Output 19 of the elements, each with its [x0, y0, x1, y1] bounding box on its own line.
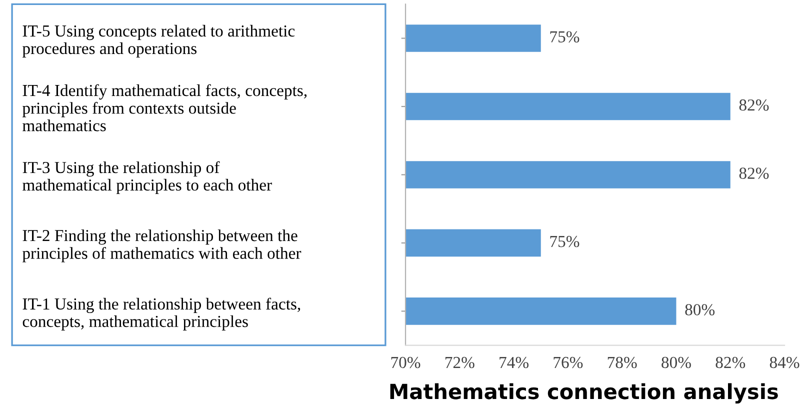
data-label: 82% — [739, 168, 769, 179]
text: Mathematics connection analysis — [390, 383, 778, 404]
x-tick-label: 76% — [554, 356, 583, 368]
y-tick-label: IT-3 Using the relationship of mathematical principles to each other — [22, 161, 272, 194]
y-tick-label: IT-4 Identify mathematical facts, concepts, principles from contexts outside mathematics — [22, 84, 307, 132]
data-label: 75% — [550, 31, 580, 42]
x-tick-label: 78% — [608, 356, 637, 368]
y-tick-label: IT-2 Finding the relationship between the principles of mathematics with each other — [22, 229, 302, 262]
x-tick-label: 82% — [716, 356, 746, 368]
y-tick-label: IT-5 Using concepts related to arithmetic procedures and operations — [22, 24, 295, 58]
x-tick-label: 74% — [500, 356, 529, 368]
x-tick-label: 84% — [770, 356, 800, 368]
data-label: 75% — [550, 236, 580, 248]
x-tick-label: 80% — [662, 356, 691, 368]
x-tick-label: 70% — [391, 356, 420, 368]
data-label: 82% — [739, 99, 769, 111]
x-tick-label: 72% — [445, 356, 474, 368]
y-tick-label: IT-1 Using the relationship between facts, concepts, mathematical principles — [22, 298, 300, 330]
data-label: 80% — [685, 304, 715, 316]
